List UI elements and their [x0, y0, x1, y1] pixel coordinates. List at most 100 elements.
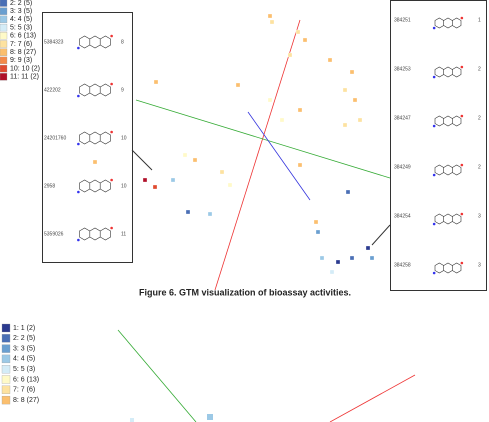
- right-panel: [390, 0, 487, 291]
- point: [152, 184, 158, 190]
- compound-id: 24201760: [44, 135, 66, 141]
- compound-id: 384249: [394, 164, 411, 170]
- legend-swatch: [0, 64, 8, 73]
- legend-label: 8: 8 (27): [13, 397, 39, 404]
- point: [365, 245, 371, 251]
- atom: [460, 65, 464, 69]
- point: [227, 182, 233, 188]
- legend-label: 10: 10 (2): [10, 65, 40, 72]
- axis-line: [135, 99, 391, 179]
- atom: [110, 34, 113, 38]
- callout: [131, 149, 153, 171]
- legend-swatch: [0, 48, 8, 56]
- compound-id: 384258: [394, 262, 411, 268]
- atom: [432, 124, 436, 128]
- point: [319, 255, 325, 261]
- point: [357, 117, 363, 123]
- point: [92, 159, 98, 165]
- point: [302, 37, 308, 43]
- legend-label: 8: 8 (27): [10, 49, 36, 56]
- point: [267, 13, 273, 19]
- molecule: [434, 262, 462, 274]
- point: [170, 177, 176, 183]
- atom: [77, 94, 80, 98]
- atom: [432, 271, 436, 275]
- point: [142, 177, 148, 183]
- legend-swatch: [0, 73, 8, 81]
- atom: [460, 16, 464, 20]
- molecule: [79, 35, 111, 49]
- activity-class: 8: [121, 39, 124, 45]
- point: [297, 107, 303, 113]
- activity-class: 1: [478, 17, 481, 23]
- activity-class: 2: [478, 66, 481, 72]
- legend-swatch: [1, 323, 11, 333]
- molecule: [434, 17, 462, 29]
- compound-id: 384247: [394, 115, 411, 121]
- compound-id: 384251: [394, 17, 411, 23]
- atom: [432, 173, 436, 177]
- figure-1: Figure 6. GTM visualization of bioassay …: [42, 0, 487, 297]
- atom: [460, 261, 464, 265]
- point: [185, 209, 191, 215]
- compound-id: 5384323: [44, 39, 64, 45]
- molecule: [434, 115, 462, 127]
- activity-class: 10: [121, 135, 127, 141]
- point: [295, 29, 301, 35]
- molecule: [79, 179, 111, 193]
- legend-swatch: [1, 334, 11, 343]
- legend-swatch: [0, 32, 8, 40]
- compound-id: 384254: [394, 213, 411, 219]
- molecule: [434, 213, 462, 225]
- point: [269, 19, 275, 25]
- legend-label: 5: 5 (3): [10, 24, 32, 31]
- point: [235, 82, 241, 88]
- compound-id: 2958: [44, 183, 55, 189]
- legend-label: 11: 11 (2): [10, 74, 39, 81]
- atom: [432, 75, 436, 79]
- point: [369, 255, 375, 261]
- point: [192, 157, 198, 163]
- legend-label: 4: 4 (5): [13, 356, 35, 363]
- point: [153, 79, 159, 85]
- legend-label: 3: 3 (5): [13, 345, 35, 352]
- compound-id: 5359026: [44, 231, 64, 237]
- legend-swatch: [1, 354, 11, 364]
- point: [352, 97, 358, 103]
- legend-swatch: [0, 0, 8, 7]
- legend-label: 7: 7 (6): [10, 41, 32, 48]
- activity-class: 9: [121, 87, 124, 93]
- atom: [110, 82, 113, 86]
- atom: [77, 190, 80, 194]
- caption: Figure 6. GTM visualization of bioassay …: [139, 287, 351, 297]
- point: [207, 414, 213, 420]
- compound-id: 384253: [394, 66, 411, 72]
- legend-label: 2: 2 (5): [10, 0, 32, 7]
- point: [207, 211, 213, 217]
- axis-line: [329, 374, 416, 422]
- atom: [110, 226, 113, 230]
- molecule: [79, 131, 111, 145]
- activity-class: 2: [478, 115, 481, 121]
- point: [329, 269, 335, 275]
- molecule: [434, 66, 462, 78]
- atom: [460, 114, 464, 118]
- legend-swatch: [1, 344, 11, 353]
- legend-swatch: [0, 23, 8, 32]
- legend-label: 7: 7 (6): [13, 387, 35, 394]
- point: [130, 418, 134, 422]
- legend-label: 2: 2 (5): [13, 335, 35, 342]
- activity-class: 11: [121, 231, 126, 237]
- point: [342, 87, 348, 93]
- legend-swatch: [0, 15, 8, 24]
- point: [327, 57, 333, 63]
- molecule: [434, 164, 462, 176]
- point: [182, 152, 188, 158]
- atom: [432, 26, 436, 30]
- activity-class: 10: [121, 183, 127, 189]
- legend-label: 9: 9 (3): [10, 57, 32, 64]
- legend-swatch: [0, 40, 8, 48]
- legend-label: 1: 1 (2): [13, 325, 35, 332]
- point: [219, 169, 225, 175]
- point: [345, 189, 351, 195]
